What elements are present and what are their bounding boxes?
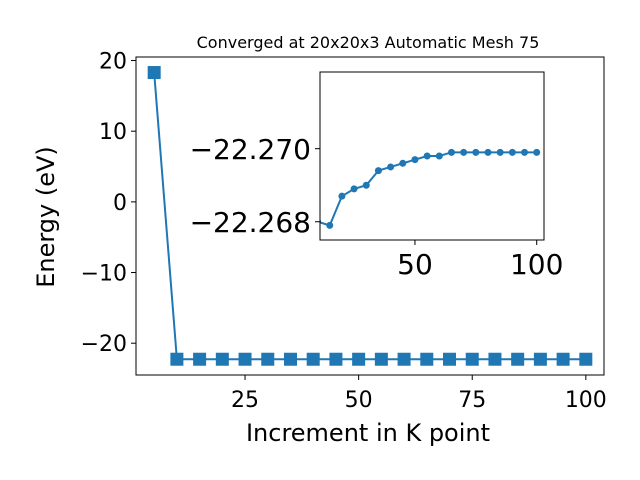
inset-point: [521, 148, 529, 156]
inset-frame: [319, 71, 545, 241]
inset-point: [508, 148, 516, 156]
inset-point: [362, 181, 370, 189]
inset-point: [326, 221, 334, 229]
inset-series-0: [320, 148, 541, 229]
main-x-tick-label: 100: [565, 388, 607, 413]
main-series-0: [147, 66, 593, 366]
inset-point: [484, 148, 492, 156]
main-x-tick-label: 50: [345, 388, 373, 413]
main-point: [329, 352, 343, 366]
main-point: [556, 352, 570, 366]
y-axis-label: Energy (eV): [32, 146, 60, 288]
main-point: [306, 352, 320, 366]
main-point: [511, 352, 525, 366]
x-axis-label: Increment in K point: [246, 419, 490, 447]
inset-point: [447, 148, 455, 156]
inset-point: [472, 148, 480, 156]
inset-point: [387, 163, 395, 171]
main-point: [397, 352, 411, 366]
main-point: [533, 352, 547, 366]
main-x-tick-label: 25: [231, 388, 259, 413]
inset-point: [533, 148, 541, 156]
main-frame: [135, 56, 605, 376]
inset-y-tick-label: −22.268: [190, 206, 311, 239]
chart-title: Converged at 20x20x3 Automatic Mesh 75: [197, 33, 540, 52]
main-y-tick-label: 20: [99, 49, 127, 74]
inset-point: [460, 148, 468, 156]
main-point: [261, 352, 275, 366]
main-y-tick-label: 0: [113, 191, 127, 216]
main-point: [374, 352, 388, 366]
main-point: [420, 352, 434, 366]
inset-point: [496, 148, 504, 156]
inset-plot: 50 100 −22.270 −22.268: [190, 71, 563, 281]
main-point: [443, 352, 457, 366]
main-point: [238, 352, 252, 366]
inset-y-tick-label: −22.270: [190, 133, 311, 166]
inset-point: [350, 185, 358, 193]
main-point: [352, 352, 366, 366]
main-point: [147, 66, 161, 80]
main-point: [215, 352, 229, 366]
inset-x-tick-label: 100: [510, 248, 563, 281]
main-y-tick-label: −10: [81, 261, 127, 286]
main-point: [579, 352, 593, 366]
main-point: [283, 352, 297, 366]
main-x-tick-label: 75: [458, 388, 486, 413]
inset-point: [399, 159, 407, 167]
inset-x-tick-label: 50: [397, 248, 433, 281]
inset-point: [423, 152, 431, 160]
main-point: [488, 352, 502, 366]
inset-point: [374, 167, 382, 175]
inset-point: [411, 156, 419, 164]
main-point: [170, 352, 184, 366]
main-point: [465, 352, 479, 366]
inset-point: [435, 152, 443, 160]
main-y-tick-label: −20: [81, 332, 127, 357]
main-y-tick-label: 10: [99, 120, 127, 145]
main-point: [193, 352, 207, 366]
inset-point: [338, 192, 346, 200]
